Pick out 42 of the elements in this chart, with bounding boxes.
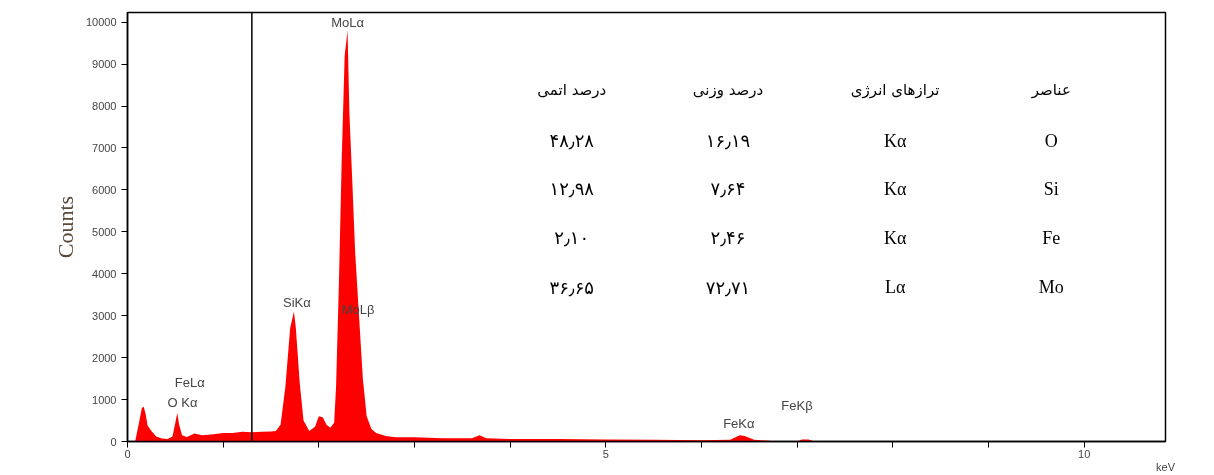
y-axis-title: Counts [52,195,78,259]
x-tick-label: 5 [602,447,609,460]
x-axis-title: keV [1156,460,1176,473]
y-tick-label: 9000 [92,58,117,71]
x-tick-label: 10 [1078,447,1091,460]
annotation: FeKα [723,415,755,431]
annotation: Mo [1038,277,1064,298]
annotation: FeKβ [781,397,813,413]
annotation: Kα [883,178,907,199]
y-tick-label: 4000 [92,267,117,280]
annotation: ترازهای انرژی [850,81,940,100]
annotation: ۱۶٫۱۹ [705,130,751,152]
annotation: Kα [883,130,907,151]
annotation: Fe [1042,227,1061,248]
x-tick-label: 0 [124,447,131,460]
annotation: Kα [883,227,907,248]
y-tick-label: 1000 [92,393,117,406]
y-tick-label: 8000 [92,100,117,113]
y-tick-label: 10000 [85,16,117,29]
annotation: FeLα [174,375,206,391]
y-tick-label: 3000 [92,309,117,322]
annotation: ۴۸٫۲۸ [549,130,595,152]
y-tick-label: 6000 [92,183,117,196]
annotation: Si [1043,178,1059,199]
annotation: SiKα [282,294,312,310]
annotation: درصد وزنی [692,81,764,100]
annotation: O [1044,130,1058,151]
annotation: ۱۲٫۹۸ [549,178,595,200]
annotation: Lα [884,277,906,298]
y-tick-label: 2000 [92,351,117,364]
annotation: ۲٫۱۰ [554,227,590,249]
annotation: درصد اتمی [537,81,607,100]
annotation: ۲٫۴۶ [710,227,746,249]
y-tick-label: 7000 [92,141,117,154]
annotation: ۳۶٫۶۵ [549,276,595,298]
annotation: ۷٫۶۴ [710,178,746,200]
annotation: عناصر [1030,81,1071,100]
annotation: MoLα [331,14,365,30]
annotation: O Kα [167,394,198,410]
y-tick-label: 0 [110,435,117,448]
annotation: ۷۲٫۷۱ [705,276,751,298]
y-tick-label: 5000 [92,225,117,238]
